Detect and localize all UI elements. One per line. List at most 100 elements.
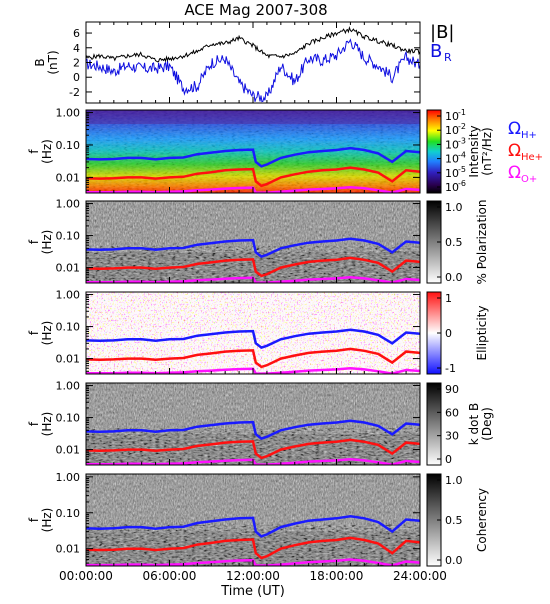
x-tick-label: 24:00:00 [393,569,447,583]
colorbar-tick-exponent: -5 [458,165,466,174]
colorbar-label: k dot B [467,403,481,445]
spectro-ytick-label: 0.10 [56,139,81,152]
spectro-ytick-label: 0.01 [56,353,81,366]
spectrogram-panel-1: 1.000.100.01f (Hz)10-110-210-310-410 -510-… [27,107,543,194]
spectro-ylabel: f [27,517,41,522]
colorbar-tick-exponent: -4 [458,151,466,160]
figure-title: ACE Mag 2007-308 [184,1,327,19]
colorbar-tick-label: 90 [445,383,459,396]
colorbar [427,201,441,283]
gyro-line-h [86,515,420,538]
gyro-line-he [86,347,420,369]
colorbar-tick-label: 30 [445,430,459,443]
colorbar-frame [426,109,442,194]
spectrogram-panel-3: 1.00 0.10 0.01 f (Hz) 1 0 -1 Ellipticity [27,289,489,375]
spectro-ytick-label: 0.10 [56,412,81,425]
spectrogram-image [86,292,420,374]
colorbar-label: Ellipticity [475,306,489,361]
spectro-ylabel: f [27,239,41,244]
spectrogram-image [86,201,420,283]
x-axis-label: Time (UT) [220,584,285,599]
freq-legend-symbol: Ω [508,141,521,161]
b-lines [86,25,420,103]
colorbar-tick-label: 10 [445,138,459,151]
spectro-ytick-label: 1.00 [56,289,81,302]
freq-legend-symbol: Ω [508,163,521,183]
spectrogram-panel-5: 1.00 0.10 0.01 f (Hz) 1.0 0.5 0.0 Coherency [27,471,489,567]
gyro-line-h [86,328,420,349]
b-ytick-label: 2 [73,57,80,70]
b-ylabel: B [33,58,47,66]
spectro-yunit: (Hz) [40,321,54,346]
b-ytick-label: -2 [69,86,80,99]
colorbar [427,474,441,566]
colorbar-unit: (Deg) [480,407,494,441]
colorbar-tick-label: 1.0 [445,201,463,214]
time-axis: 00:00:00 06:00:00 12:00:00 18:00:00 24:00:00… [59,569,447,599]
freq-legend-subscript: H+ [521,130,537,141]
colorbar-tick-label: 0.5 [445,514,463,527]
colorbar-tick-label: 10 [445,153,459,166]
spectro-ytick-label: 1.00 [56,471,81,484]
colorbar-tick-label: 10 [445,181,459,194]
colorbar [427,383,441,465]
gyro-line-h [86,237,420,258]
colorbar-tick-label: 0 [445,453,452,466]
b-yunit: (nT) [46,50,60,74]
spectro-ylabel: f [27,149,41,154]
colorbar-tick-exponent: -1 [458,108,466,117]
legend-bmag: |B| [430,22,454,43]
spectro-ylabel: f [27,330,41,335]
spectro-ytick-label: 0.10 [56,507,81,520]
spectro-ytick-label: 1.00 [56,198,81,211]
spectrogram-panel-4: 1.00 0.10 0.01 f (Hz) 90 60 30 0 k dot B (Deg) [27,380,494,466]
gyro-line-he [86,438,420,460]
b-ytick-label: 4 [73,42,80,55]
colorbar-tick-exponent: -2 [458,122,466,131]
spectro-ytick-label: 0.01 [56,171,81,184]
colorbar-tick-label: 10 [445,110,459,123]
spectro-yunit: (Hz) [40,230,54,255]
series-br-line [86,38,420,103]
spectro-ytick-label: 0.01 [56,543,81,556]
colorbar-frame [426,382,442,466]
spectrogram-image [86,474,420,566]
b-ytick-label: 6 [73,27,80,40]
colorbar-tick-label: 1 [445,292,452,305]
x-tick-label: 06:00:00 [143,569,197,583]
spectrogram-panels: 1.000.100.01f (Hz)10-110-210-310-410 -510-… [27,107,543,567]
colorbar-tick-label: 10 [445,167,459,180]
spectro-top-band [86,110,420,124]
colorbar-tick-label: 0.0 [445,271,463,284]
spectro-ytick-label: 0.10 [56,230,81,243]
colorbar [427,110,441,193]
legend-br-sub: R [444,51,452,64]
gyro-line-he [86,166,420,188]
colorbar-tick-label: 0 [445,327,452,340]
gyro-line-h [86,419,420,440]
spectrogram-image [86,383,420,465]
spectro-ytick-label: 0.10 [56,321,81,334]
gyro-line-he [86,256,420,278]
freq-legend-symbol: Ω [508,119,521,139]
colorbar-tick-label: 1.0 [445,474,463,487]
b-ytick-label: 0 [73,71,80,84]
freq-legend-subscript: He+ [521,152,543,163]
spectro-yunit: (Hz) [40,139,54,164]
colorbar [427,292,441,374]
colorbar-tick-exponent: -6 [458,179,466,188]
gyro-line-h [86,146,420,168]
spectro-ytick-label: 1.00 [56,107,81,120]
colorbar-tick-label: 10 [445,124,459,137]
colorbar-tick-label: -1 [445,362,456,375]
gyro-line-he [86,536,420,560]
spectro-ytick-label: 0.01 [56,444,81,457]
x-tick-label: 12:00:00 [226,569,280,583]
colorbar-tick-label: 0.5 [445,236,463,249]
colorbar-label: Coherency [475,488,489,552]
spectrogram-panel-2: 1.00 0.10 0.01 f (Hz) 1.0 0.5 0.0 % Polarization [27,198,489,285]
spectrogram-image [86,110,420,193]
colorbar-tick-exponent: -3 [458,136,466,145]
